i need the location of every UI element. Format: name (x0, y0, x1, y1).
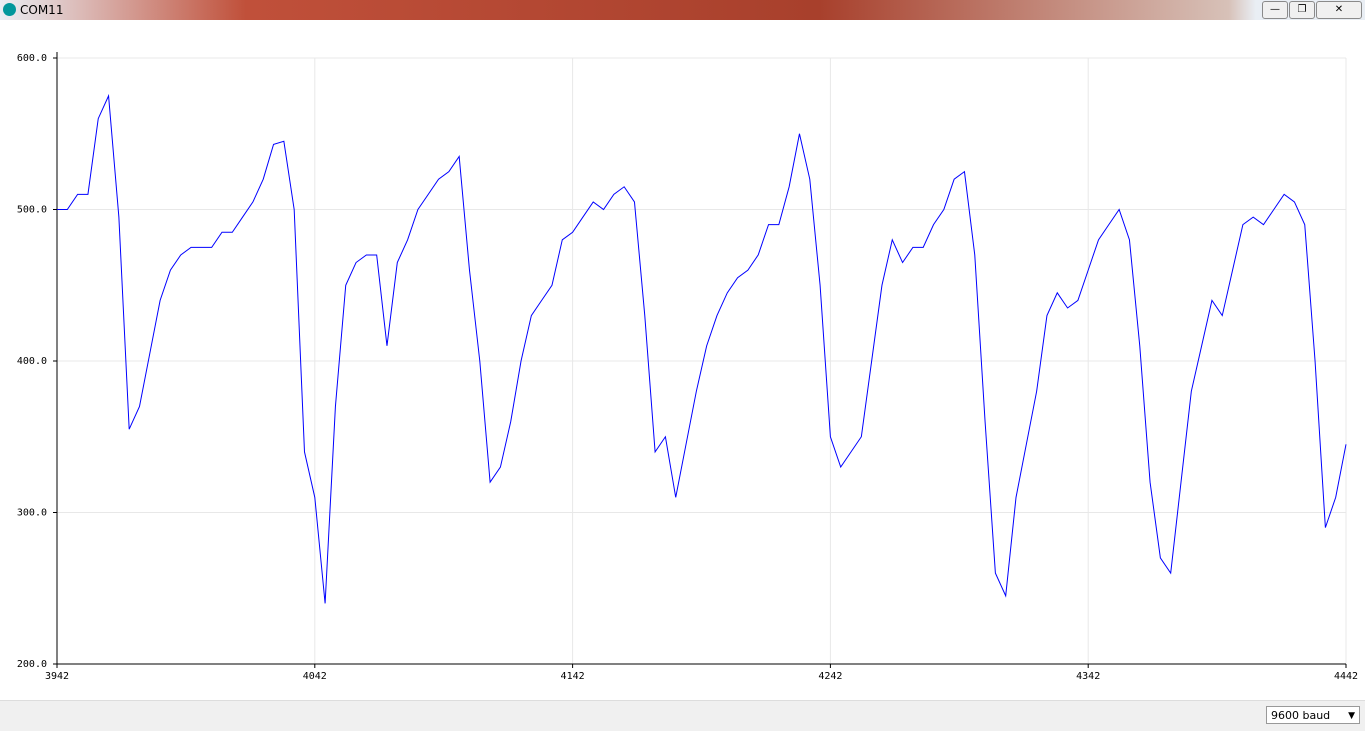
app-icon (3, 3, 16, 16)
bottom-bar: 9600 baud ▼ (0, 700, 1365, 731)
x-tick-label: 4242 (818, 671, 842, 682)
x-tick-label: 4342 (1076, 671, 1100, 682)
y-tick-label: 200.0 (17, 659, 47, 670)
baud-select[interactable]: 9600 baud ▼ (1266, 706, 1360, 724)
maximize-button[interactable]: ❐ (1289, 1, 1315, 19)
x-tick-label: 4142 (561, 671, 585, 682)
title-bar: COM11 — ❐ ✕ (0, 0, 1365, 20)
dropdown-arrow: ▼ (1348, 711, 1355, 721)
x-tick-label: 4042 (303, 671, 327, 682)
plot: 200.0 300.0 400.0 500.0 600.0 3942 4042 4142 424… (17, 52, 1358, 682)
y-tick-label: 400.0 (17, 356, 47, 367)
baud-label: 9600 baud (1271, 709, 1331, 722)
minimize-button[interactable]: — (1262, 1, 1288, 19)
y-tick-label: 500.0 (17, 205, 47, 216)
x-tick-label: 3942 (45, 671, 69, 682)
y-tick-label: 300.0 (17, 508, 47, 519)
close-button[interactable]: ✕ (1316, 1, 1362, 19)
y-tick-label: 600.0 (17, 53, 47, 64)
data-line (57, 93, 1347, 604)
x-tick-label: 4442 (1334, 671, 1358, 682)
window-title: COM11 (20, 3, 64, 17)
